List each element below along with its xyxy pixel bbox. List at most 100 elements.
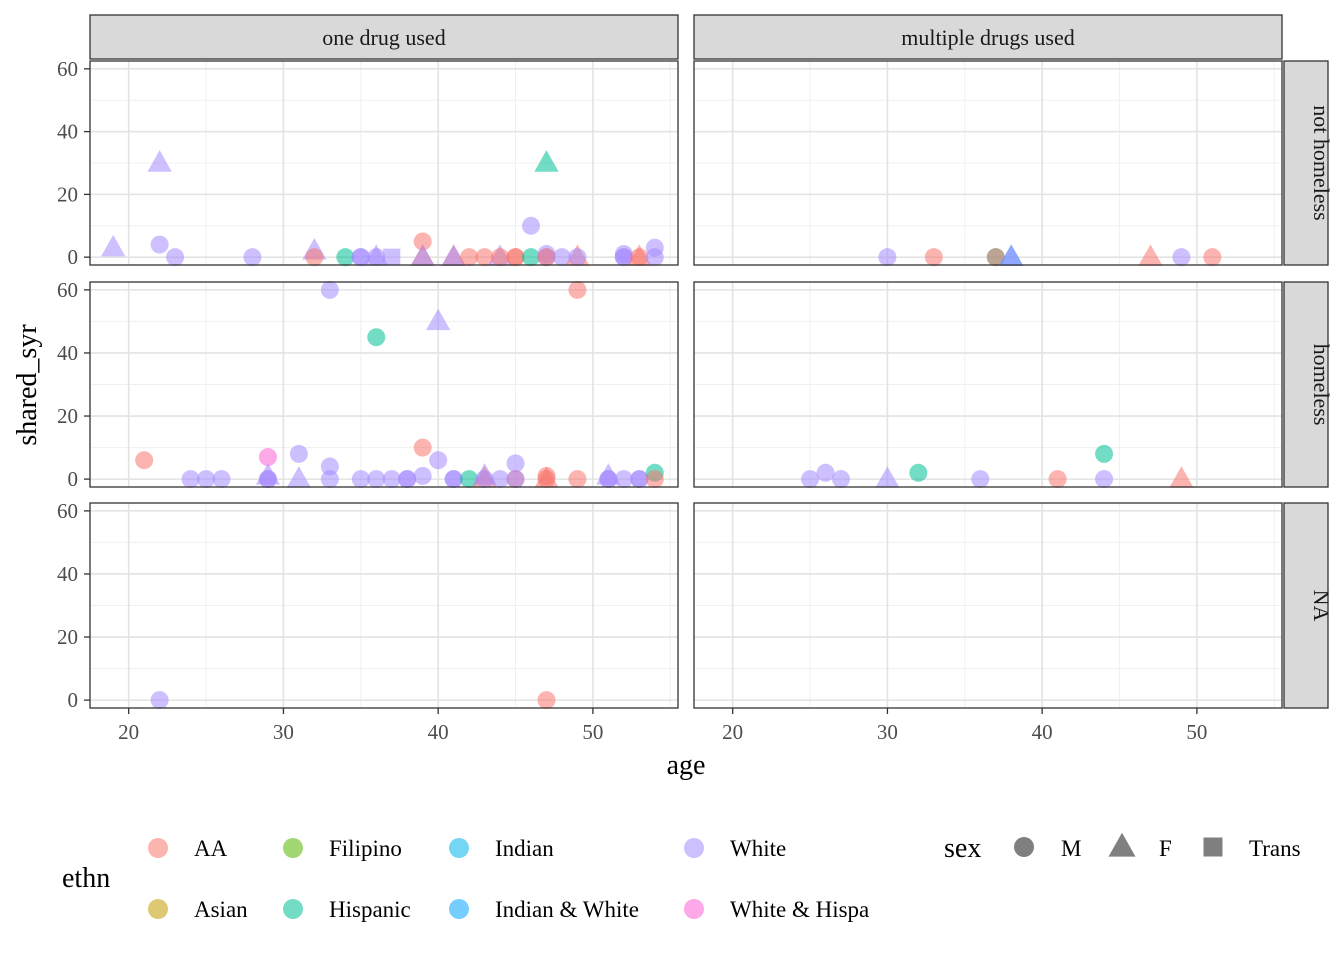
facet-row-label: NA [1309,590,1334,622]
data-point [243,248,262,267]
data-point [1048,470,1067,489]
panel-1-0 [694,61,1282,265]
data-point [150,691,169,710]
data-point [475,248,494,267]
data-point [537,691,556,710]
facet-strips: one drug used multiple drugs used not home… [89,14,1334,709]
data-point [150,235,169,254]
data-point [522,248,540,267]
panel-border [693,502,1283,709]
x-tick-label: 30 [273,720,294,744]
facet-strip-column [89,14,679,60]
y-tick-label: 20 [57,625,78,649]
data-point [909,463,928,482]
data-point [413,232,432,251]
data-point [258,470,277,489]
data-point [801,470,820,489]
panel-border [693,60,1283,266]
data-point [320,280,339,299]
legend-item-label: AA [194,836,228,861]
x-tick-label: 50 [1186,720,1207,744]
data-point [212,470,231,489]
panel-1-1 [694,282,1282,487]
x-tick-label: 20 [118,720,139,744]
data-point [197,470,216,489]
data-point [568,470,587,489]
data-point [506,454,525,473]
data-point [491,248,510,267]
facet-strip-row [1283,502,1329,709]
data-point [534,150,559,172]
legend-key-circle [449,899,469,919]
data-point [413,466,432,485]
x-tick-label: 40 [428,720,449,744]
legend-key-circle [684,838,704,858]
panel-0-0 [90,61,678,265]
y-tick-label: 20 [57,404,78,428]
data-point [1095,444,1114,463]
legend-shape-key [1014,837,1034,857]
data-point [599,470,618,489]
facet-column-label: one drug used [322,25,445,50]
axes: 0 20 40 60 0 20 40 60 0 20 40 60 20 30 40 50 20 30 40 50 [57,57,1207,744]
data-point [552,248,571,267]
facet-strip-row [1283,60,1329,266]
legend-item-label: White & Hispa [730,897,869,922]
data-point [383,248,401,266]
legend-shape-label: Trans [1249,836,1301,861]
data-point [645,470,664,489]
data-point [537,470,556,489]
data-point [630,248,649,267]
legend-item-label: Indian [495,836,554,861]
data-point [367,248,386,267]
data-point [522,216,540,235]
panel-1-2 [694,503,1282,708]
y-tick-label: 60 [57,278,78,302]
data-point [351,248,370,267]
data-point [614,248,633,267]
data-point [320,470,339,489]
data-point [630,470,649,489]
legend-item-label: White [730,836,786,861]
data-point [101,234,126,257]
data-point [351,470,370,489]
x-tick-label: 40 [1032,720,1053,744]
x-tick-label: 50 [582,720,603,744]
legend-item-label: Hispanic [329,897,411,922]
panel-border [89,281,679,488]
data-point [367,328,386,347]
data-point [537,248,556,267]
shape-legend-title: sex [944,833,981,864]
y-tick-label: 0 [68,688,79,712]
legend-key-circle [283,899,303,919]
data-point [1172,248,1191,267]
y-tick-label: 40 [57,341,78,365]
data-point [506,470,525,489]
data-point [135,451,154,470]
data-point [568,248,587,267]
data-point [460,248,479,267]
facet-strip-row [1283,281,1329,488]
data-point [289,444,308,463]
panel-border [89,60,679,266]
legend-item-label: Filipino [329,836,402,861]
data-point [1138,244,1163,266]
data-point [491,470,510,489]
data-point [286,466,312,488]
data-point [166,248,185,267]
panel-0-1 [90,282,678,487]
data-point [441,244,466,266]
data-point [398,470,417,489]
x-axis-label: age [667,750,706,781]
y-tick-label: 0 [68,467,79,491]
facet-row-label: homeless [1309,344,1334,426]
data-point [999,244,1024,266]
data-point [181,470,200,489]
points-panel-0-1 [135,280,664,489]
color-legend-title: ethn [62,863,110,894]
panel-border [693,281,1283,488]
points-panel-1-1 [801,444,1194,489]
data-point [832,470,850,489]
facet-panels [89,60,1283,710]
